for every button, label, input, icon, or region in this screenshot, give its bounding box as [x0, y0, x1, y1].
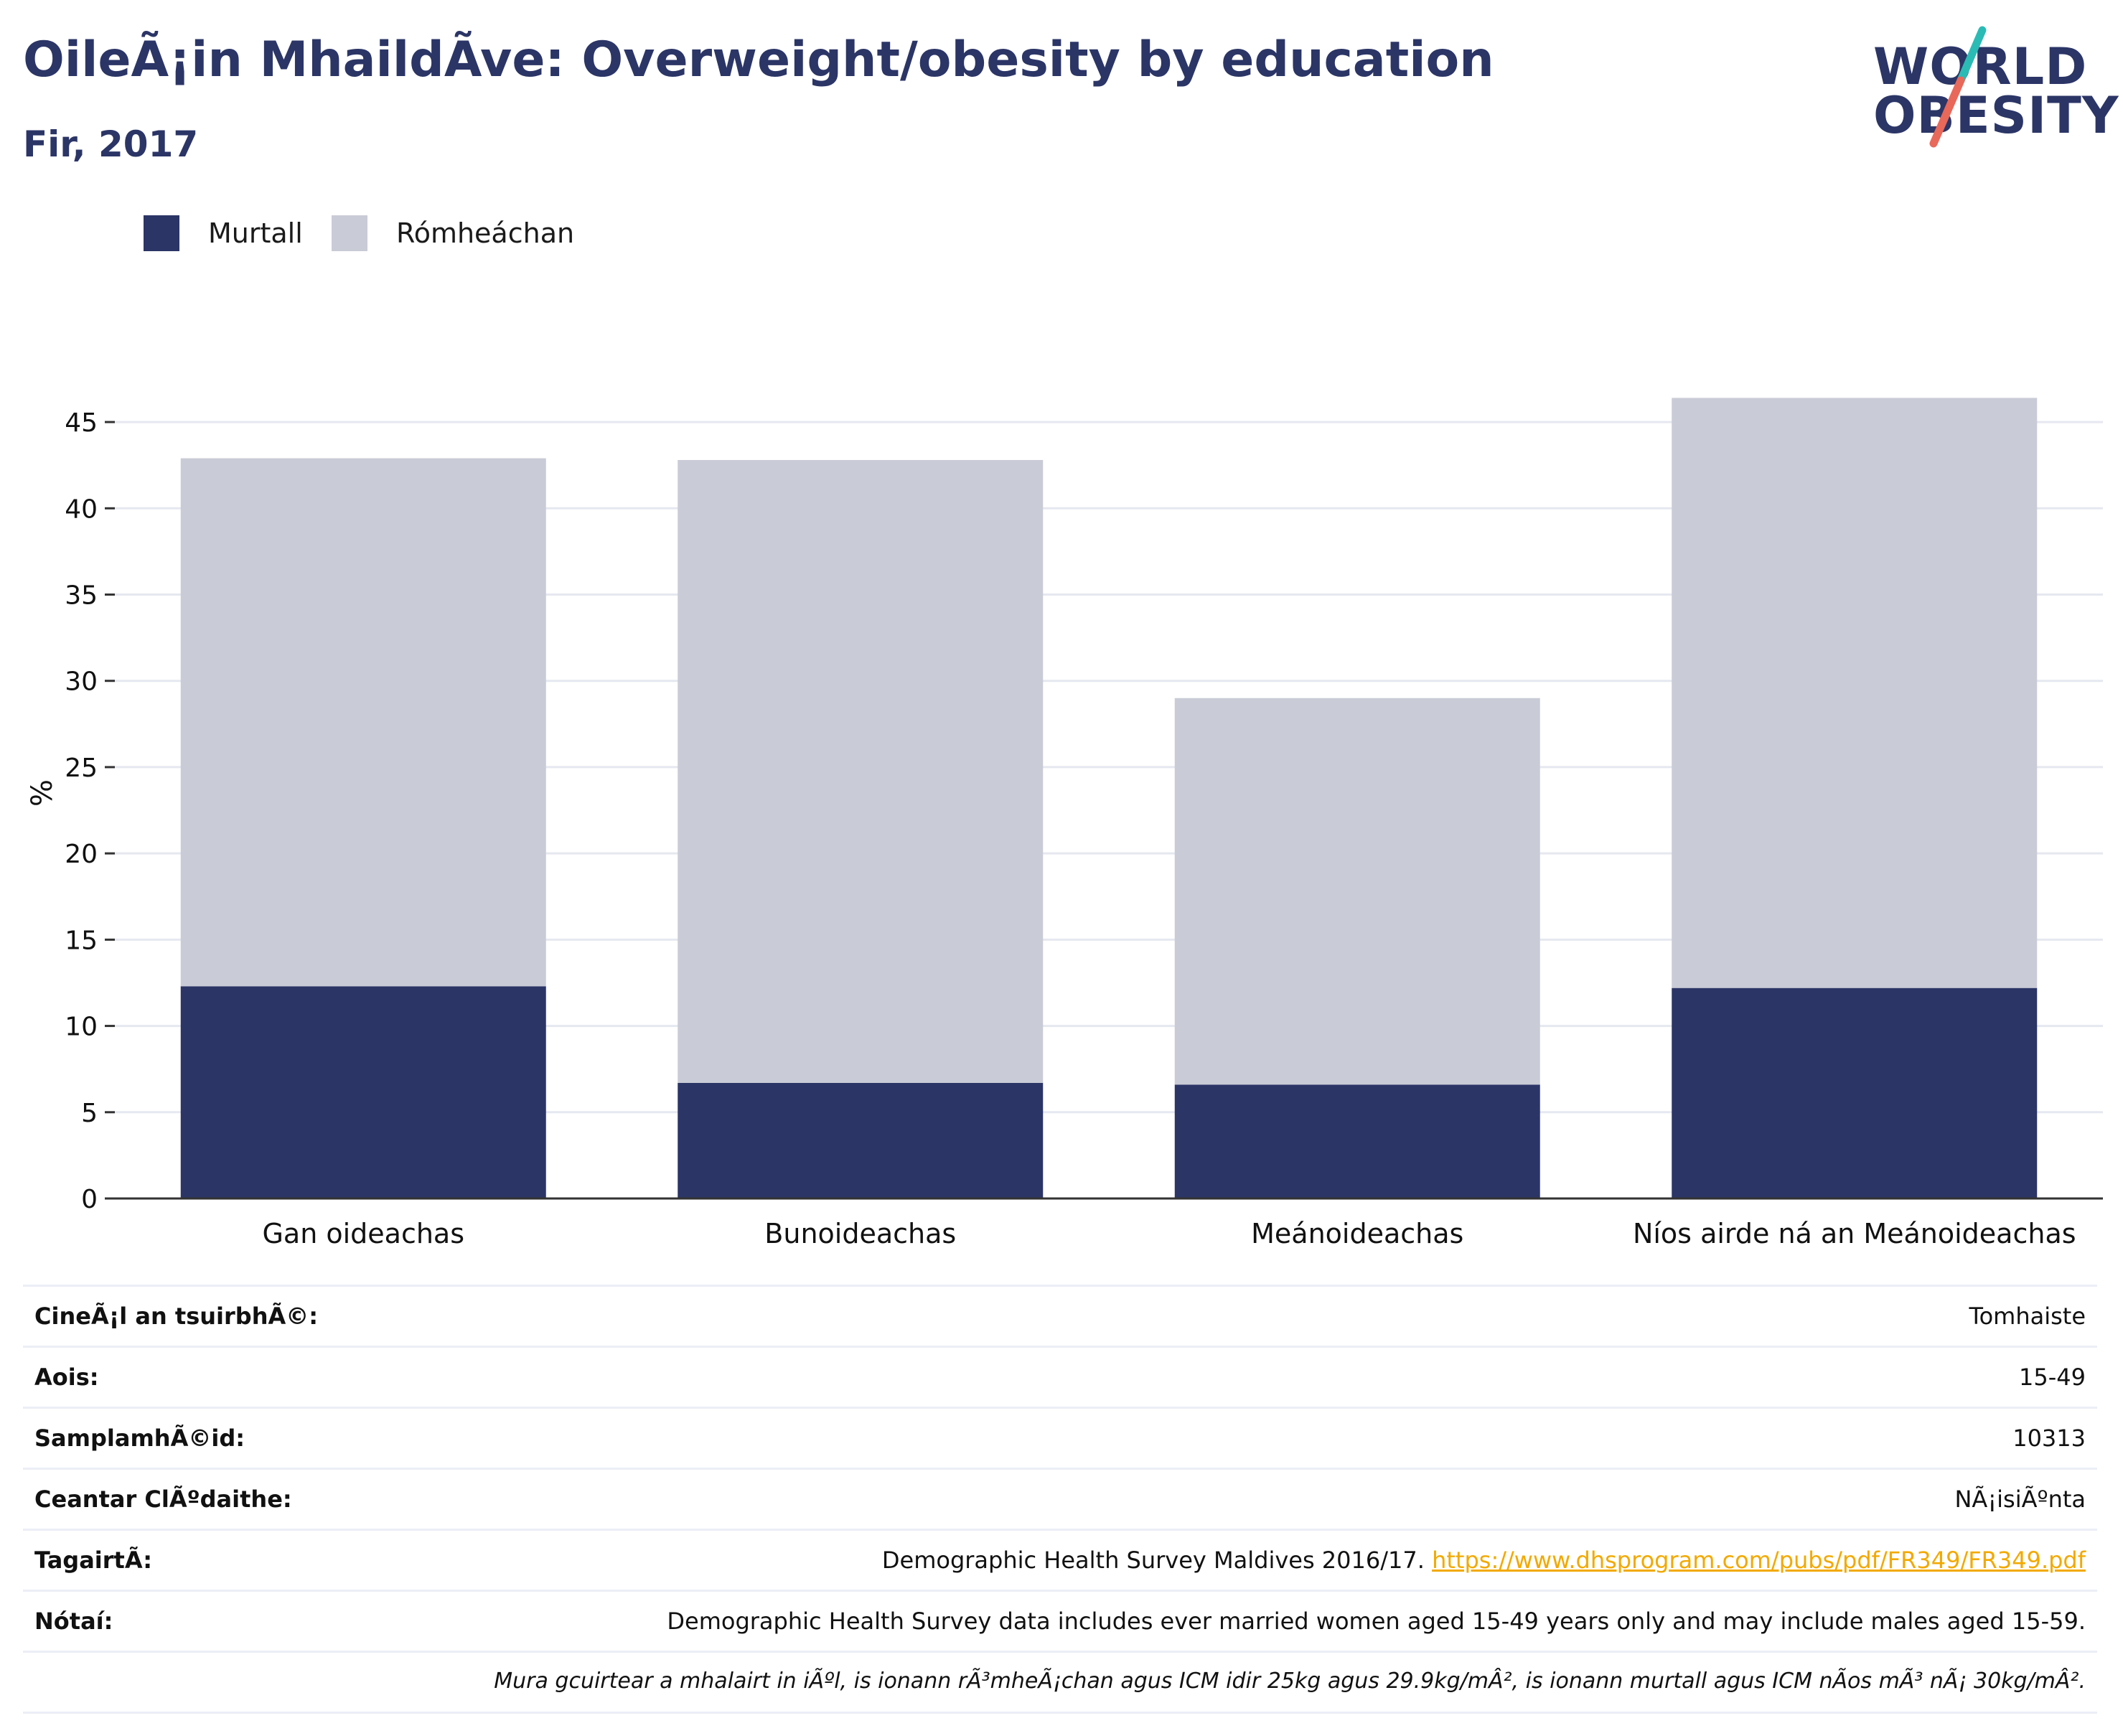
info-row-sample-size: SamplamhÃ©id: 10313: [23, 1407, 2097, 1468]
logo-line-2: OBESITY: [1873, 86, 2119, 145]
info-label: TagairtÃ:: [34, 1547, 152, 1574]
info-label: CineÃ¡l an tsuirbhÃ©:: [34, 1303, 319, 1330]
logo-line-1: WORLD: [1873, 37, 2088, 96]
bar-obese: [1174, 1084, 1540, 1198]
x-tick-label: Meánoideachas: [1251, 1218, 1463, 1249]
info-row-age: Aois: 15-49: [23, 1346, 2097, 1407]
y-tick-label: 5: [81, 1099, 98, 1128]
legend-label-overweight: Rómheáchan: [396, 217, 575, 249]
y-axis-label: %: [26, 779, 59, 807]
bar-overweight: [678, 459, 1044, 1083]
chart-subtitle: Fir, 2017: [23, 123, 199, 165]
info-value: Demographic Health Survey data includes …: [667, 1608, 2086, 1635]
info-label: Aois:: [34, 1364, 99, 1391]
definition-note: Mura gcuirtear a mhalairt in iÃºl, is io…: [494, 1669, 2086, 1694]
info-label: SamplamhÃ©id:: [34, 1425, 245, 1452]
legend-swatch-obese: [144, 215, 179, 251]
info-row-survey-type: CineÃ¡l an tsuirbhÃ©: Tomhaiste: [23, 1285, 2097, 1346]
bar-overweight: [1672, 398, 2038, 988]
bar-obese: [180, 986, 546, 1198]
x-tick-label: Níos airde ná an Meánoideachas: [1633, 1218, 2076, 1249]
info-value: 15-49: [2019, 1364, 2086, 1391]
x-tick-label: Gan oideachas: [262, 1218, 464, 1249]
info-value: NÃ¡isiÃºnta: [1954, 1486, 2086, 1513]
bar-overweight: [1174, 698, 1540, 1085]
reference-link[interactable]: https://www.dhsprogram.com/pubs/pdf/FR34…: [1432, 1547, 2086, 1574]
bar-obese: [678, 1082, 1044, 1198]
chart-title: OileÃ¡in MhaildÃve: Overweight/obesity b…: [23, 32, 1494, 88]
bar-obese: [1672, 987, 2038, 1198]
info-row-reference: TagairtÃ: Demographic Health Survey Mald…: [23, 1529, 2097, 1590]
bar-chart: 0 5 10 15 20 25 30 35 40 45% Gan oideachas Bunoidea…: [26, 398, 2103, 1249]
y-tick-label: 0: [81, 1185, 98, 1214]
info-value: Tomhaiste: [1969, 1303, 2086, 1330]
bar-overweight: [180, 458, 546, 987]
info-table: CineÃ¡l an tsuirbhÃ©: Tomhaiste Aois: 15…: [23, 1285, 2097, 1714]
info-label: Ceantar ClÃºdaithe:: [34, 1486, 292, 1513]
y-tick-label: 20: [65, 840, 98, 869]
info-row-definition: Mura gcuirtear a mhalairt in iÃºl, is io…: [23, 1651, 2097, 1714]
info-label: Nótaí:: [34, 1608, 113, 1635]
y-tick-label: 10: [65, 1013, 98, 1042]
y-tick-label: 15: [65, 926, 98, 955]
info-value: 10313: [2012, 1425, 2086, 1452]
x-tick-label: Bunoideachas: [764, 1218, 956, 1249]
legend-label-obese: Murtall: [208, 217, 303, 249]
y-tick-label: 45: [65, 408, 98, 438]
logo-slash-icon: [1929, 26, 1987, 148]
info-row-notes: Nótaí: Demographic Health Survey data in…: [23, 1590, 2097, 1651]
reference-text: Demographic Health Survey Maldives 2016/…: [881, 1547, 1425, 1574]
y-tick-label: 25: [65, 754, 98, 783]
y-tick-label: 40: [65, 494, 98, 524]
info-value: Demographic Health Survey Maldives 2016/…: [882, 1547, 2086, 1574]
y-tick-label: 30: [65, 667, 98, 697]
legend-swatch-overweight: [332, 215, 367, 251]
world-obesity-logo: WORLD OBESITY: [1873, 22, 2119, 151]
y-tick-label: 35: [65, 581, 98, 611]
info-row-area-covered: Ceantar ClÃºdaithe: NÃ¡isiÃºnta: [23, 1468, 2097, 1529]
